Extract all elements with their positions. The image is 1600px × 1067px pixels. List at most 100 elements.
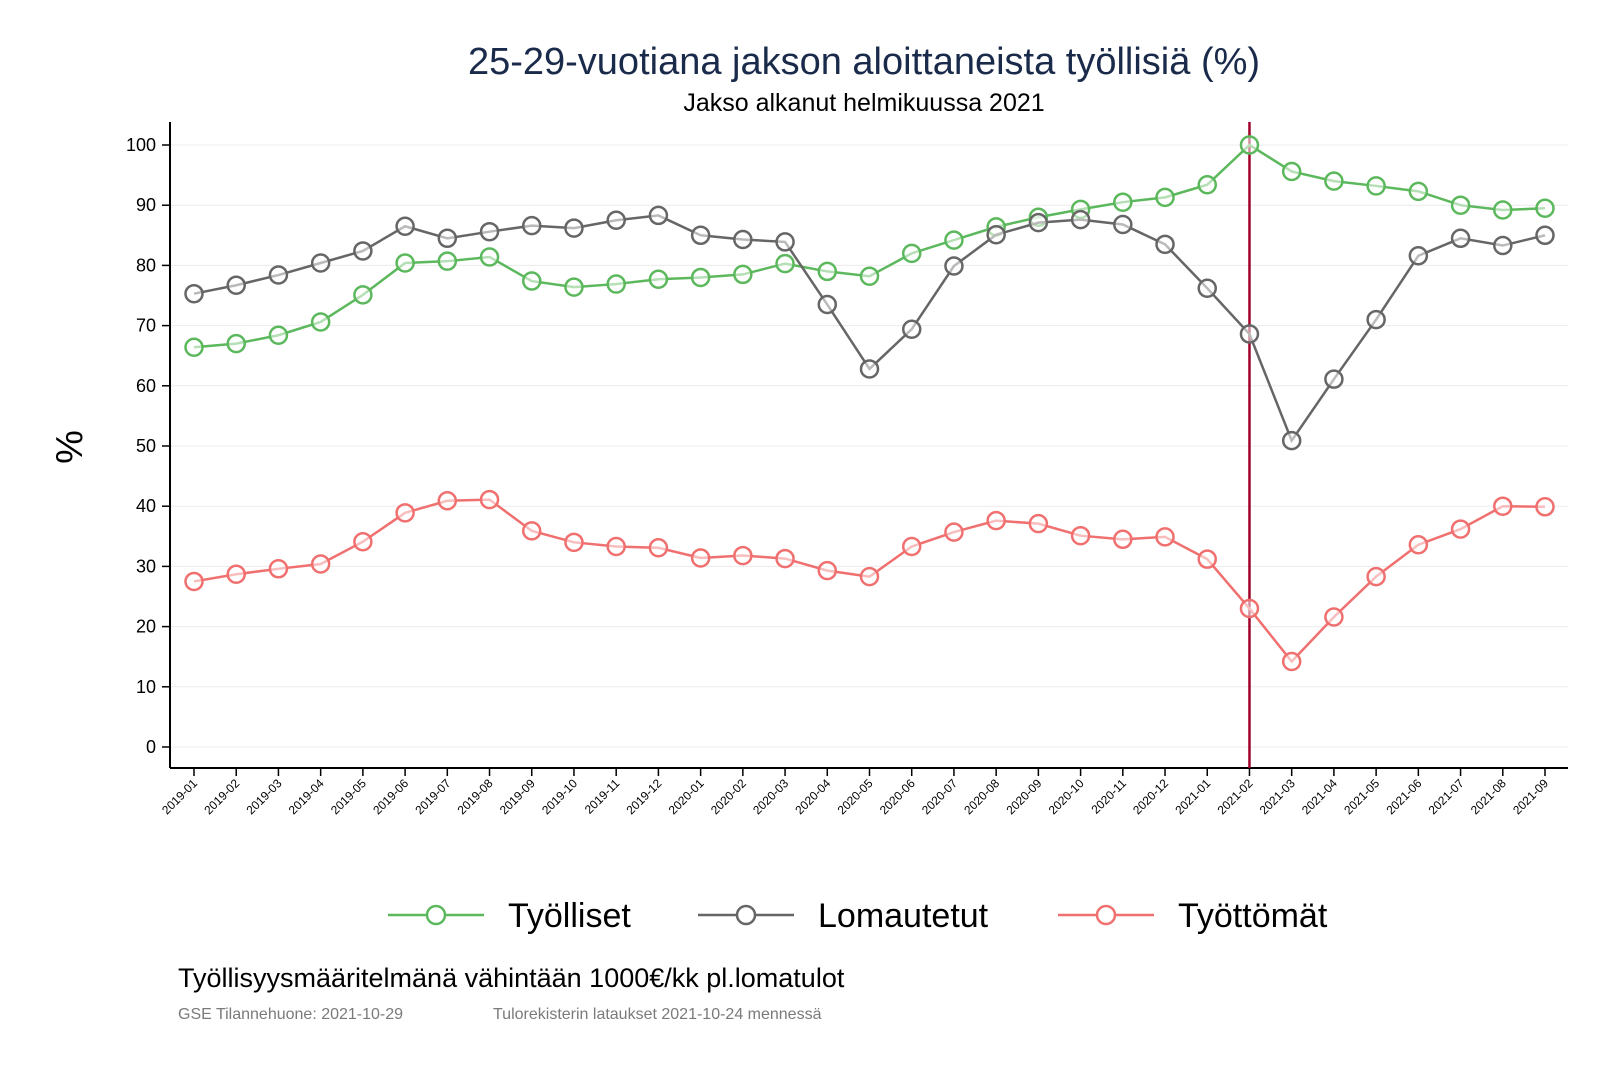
x-tick-label: 2019-07 [412,776,453,817]
data-point [901,243,922,264]
x-tick-label: 2020-09 [1003,776,1044,817]
x-tick-label: 2021-01 [1172,776,1213,817]
y-tick-label: 50 [136,436,156,456]
data-point [184,571,204,592]
data-point [986,224,1006,245]
data-point [817,560,838,581]
data-point [1070,209,1091,230]
data-point [268,325,289,345]
data-point [775,253,795,274]
x-tick-label: 2019-08 [455,776,496,817]
y-axis-label: % [49,430,91,464]
x-tick-label: 2021-02 [1215,776,1256,817]
legend-label: Lomautetut [818,897,989,935]
y-tick-label: 40 [136,496,156,516]
data-point [522,215,542,236]
data-point [522,521,542,541]
x-tick-label: 2019-11 [582,776,623,817]
data-point [1281,651,1302,672]
data-point [522,271,542,291]
data-point [395,253,415,273]
legend: Työlliset Lomautetut Työttömät [388,897,1328,935]
legend-marker [1095,904,1117,926]
data-point [733,545,753,566]
data-point [479,247,500,267]
data-point [1281,430,1302,451]
x-tick-label: 2020-04 [792,776,833,817]
y-tick-label: 0 [146,737,156,757]
y-tick-label: 30 [136,556,156,576]
y-tick-label: 90 [136,195,156,215]
x-tick-label: 2020-02 [708,776,749,817]
legend-marker [425,904,447,926]
data-point [775,232,795,252]
data-point [437,228,458,249]
y-ticks: 0 10 20 30 40 50 60 70 80 90 100 [126,135,170,757]
data-point [310,312,331,332]
data-point [1155,234,1175,255]
data-point [1197,174,1217,195]
data-point [479,221,500,242]
y-tick-label: 10 [136,677,156,697]
data-point [775,548,795,569]
data-point [395,503,415,523]
data-point [859,266,880,286]
data-point [226,333,246,354]
data-point [1113,192,1133,212]
legend-marker [735,904,757,926]
data-point [1197,549,1217,569]
data-point [1366,566,1386,587]
data-point [564,532,584,553]
data-point [690,267,711,288]
data-point [1324,171,1344,191]
data-point [817,261,838,282]
data-point [1113,529,1133,550]
data-point [1493,200,1513,220]
data-point [479,489,500,510]
data-point [1450,195,1471,215]
x-tick-label: 2020-03 [750,776,791,817]
data-point [1239,324,1260,344]
data-point [1113,214,1133,235]
x-ticks: 2019-01 2019-02 2019-03 2019-04 2019-05 2019-… [159,768,1551,817]
x-tick-label: 2021-04 [1299,776,1340,817]
data-point [564,277,584,297]
data-point [1028,513,1049,534]
data-point [353,531,373,552]
data-point [1408,181,1429,202]
data-point [1493,235,1513,256]
x-tick-label: 2020-11 [1089,776,1130,817]
data-point [1493,496,1513,516]
data-point [310,253,331,273]
gridlines [170,144,1568,748]
data-point [268,265,289,285]
data-point [437,491,458,511]
data-point [648,537,669,558]
data-point [1070,525,1091,546]
data-point [648,269,669,289]
data-point [564,218,584,238]
x-tick-label: 2019-02 [201,776,242,817]
data-point [606,210,626,230]
data-point [1366,176,1386,196]
x-tick-label: 2019-04 [286,776,327,817]
axes [169,122,1568,769]
x-tick-label: 2019-10 [539,776,580,817]
data-point [310,554,331,574]
data-point [901,536,922,557]
data-point [1028,212,1049,233]
x-tick-label: 2019-05 [328,776,369,817]
series-2 [184,205,1555,451]
data-point [1155,527,1175,547]
legend-item: Työlliset [388,897,631,935]
data-point [226,275,246,296]
x-tick-label: 2021-09 [1510,776,1551,817]
data-point [353,241,373,261]
legend-label: Työttömät [1178,897,1328,935]
data-point [944,230,964,250]
series-1 [184,135,1555,358]
data-point [1155,187,1175,208]
data-point [986,510,1006,531]
x-tick-label: 2019-03 [244,776,285,817]
data-point [690,548,711,568]
